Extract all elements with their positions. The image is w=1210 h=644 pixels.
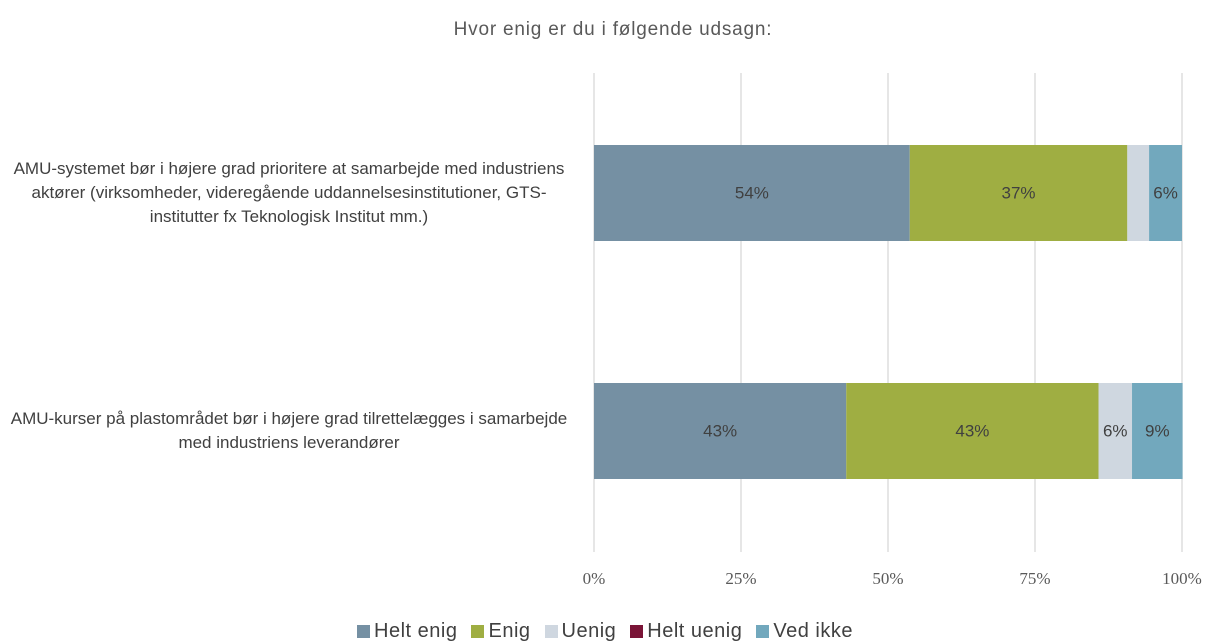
legend-label: Ved ikke — [773, 620, 853, 642]
legend-item: Uenig — [544, 620, 617, 643]
legend-label: Helt enig — [374, 620, 458, 642]
legend-swatch — [630, 625, 644, 638]
legend-swatch — [357, 625, 371, 638]
bar-segment — [594, 145, 910, 241]
category-label: AMU-systemet bør i højere grad prioriter… — [13, 159, 565, 226]
legend-swatch — [544, 625, 558, 638]
bar-segment — [1149, 145, 1182, 241]
bar-segment — [846, 383, 1099, 479]
bar-segment — [909, 145, 1128, 241]
chart-title: Hvor enig er du i følgende udsagn: — [454, 19, 773, 40]
data-label: 43% — [955, 421, 989, 440]
legend: Helt enig Enig Uenig Helt uenig Ved ikke — [0, 620, 1210, 643]
bar-segment — [1098, 383, 1133, 479]
legend-item: Helt enig — [357, 620, 457, 643]
data-label: 43% — [703, 421, 737, 440]
x-tick-label: 50% — [872, 569, 903, 588]
legend-item: Enig — [471, 620, 530, 643]
legend-swatch — [756, 625, 770, 638]
x-tick-label: 75% — [1019, 569, 1050, 588]
x-tick-label: 100% — [1162, 569, 1202, 588]
legend-label: Enig — [488, 620, 531, 642]
bar-segment — [1132, 383, 1183, 479]
data-label: 54% — [735, 183, 769, 202]
data-label: 6% — [1103, 421, 1128, 440]
legend-item: Ved ikke — [756, 620, 853, 643]
category-label: AMU-kurser på plastområdet bør i højere … — [10, 409, 568, 452]
x-tick-label: 0% — [583, 569, 606, 588]
legend-swatch — [471, 625, 485, 638]
data-label: 6% — [1153, 183, 1178, 202]
bar-segment — [1127, 145, 1150, 241]
data-label: 9% — [1145, 421, 1170, 440]
legend-label: Helt uenig — [647, 620, 743, 642]
bar-segment — [594, 383, 847, 479]
data-label: 37% — [1002, 183, 1036, 202]
legend-label: Uenig — [561, 620, 617, 642]
legend-item: Helt uenig — [630, 620, 742, 643]
x-tick-label: 25% — [725, 569, 756, 588]
